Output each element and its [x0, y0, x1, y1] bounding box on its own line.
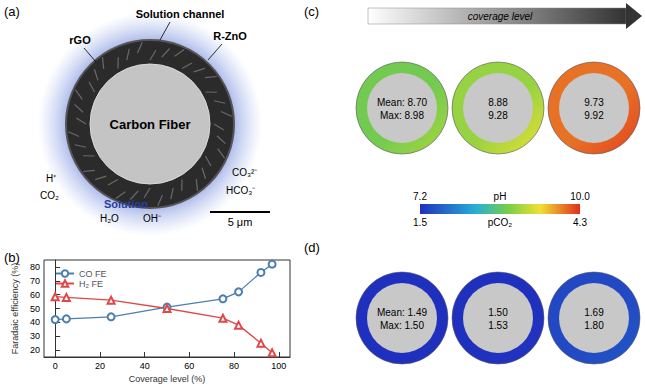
svg-text:CO₂: CO₂	[40, 190, 59, 201]
svg-text:50: 50	[30, 304, 40, 314]
svg-text:Max: 8.98: Max: 8.98	[380, 110, 424, 121]
svg-text:5 μm: 5 μm	[228, 216, 253, 228]
svg-text:80: 80	[30, 262, 40, 272]
svg-text:1.53: 1.53	[488, 320, 508, 331]
svg-text:H₂O: H₂O	[100, 213, 119, 224]
svg-text:CO₃²⁻: CO₃²⁻	[232, 167, 258, 178]
svg-text:9.73: 9.73	[584, 97, 604, 108]
svg-text:Solution channel: Solution channel	[136, 8, 225, 20]
svg-text:80: 80	[229, 361, 239, 371]
svg-text:20: 20	[30, 345, 40, 355]
svg-text:0: 0	[53, 361, 58, 371]
svg-text:(a): (a)	[4, 4, 20, 19]
svg-text:40: 40	[30, 317, 40, 327]
svg-text:Solution: Solution	[104, 198, 148, 210]
svg-text:70: 70	[30, 276, 40, 286]
svg-text:HCO₃⁻: HCO₃⁻	[226, 185, 256, 196]
svg-text:pH: pH	[494, 191, 507, 202]
svg-text:H₂ FE: H₂ FE	[79, 279, 103, 289]
svg-text:10.0: 10.0	[570, 191, 590, 202]
svg-text:100: 100	[271, 361, 286, 371]
svg-text:30: 30	[30, 331, 40, 341]
svg-text:rGO: rGO	[69, 34, 91, 46]
svg-text:1.5: 1.5	[413, 217, 427, 228]
svg-text:(c): (c)	[304, 4, 319, 19]
svg-text:(d): (d)	[304, 240, 320, 255]
svg-text:Max: 1.50: Max: 1.50	[380, 320, 424, 331]
svg-text:9.92: 9.92	[584, 110, 604, 121]
svg-text:OH⁻: OH⁻	[143, 213, 162, 224]
svg-text:8.88: 8.88	[488, 97, 508, 108]
svg-text:60: 60	[30, 290, 40, 300]
svg-text:(b): (b)	[4, 250, 20, 265]
svg-text:60: 60	[184, 361, 194, 371]
svg-text:Mean: 1.49: Mean: 1.49	[377, 307, 427, 318]
svg-text:1.80: 1.80	[584, 320, 604, 331]
svg-text:CO FE: CO FE	[79, 269, 107, 279]
svg-text:4.3: 4.3	[573, 217, 587, 228]
svg-text:Carbon Fiber: Carbon Fiber	[110, 117, 191, 132]
svg-text:coverage level: coverage level	[468, 11, 533, 22]
svg-text:7.2: 7.2	[413, 191, 427, 202]
svg-text:Mean: 8.70: Mean: 8.70	[377, 97, 427, 108]
svg-text:H⁺: H⁺	[46, 173, 57, 184]
svg-text:Faradaic efficiency (%): Faradaic efficiency (%)	[10, 263, 20, 354]
svg-text:40: 40	[140, 361, 150, 371]
svg-text:20: 20	[95, 361, 105, 371]
svg-text:pCO₂: pCO₂	[488, 217, 513, 228]
svg-text:1.69: 1.69	[584, 307, 604, 318]
svg-text:R-ZnO: R-ZnO	[213, 30, 247, 42]
svg-text:Coverage level (%): Coverage level (%)	[129, 374, 206, 384]
svg-text:1.50: 1.50	[488, 307, 508, 318]
svg-text:9.28: 9.28	[488, 110, 508, 121]
